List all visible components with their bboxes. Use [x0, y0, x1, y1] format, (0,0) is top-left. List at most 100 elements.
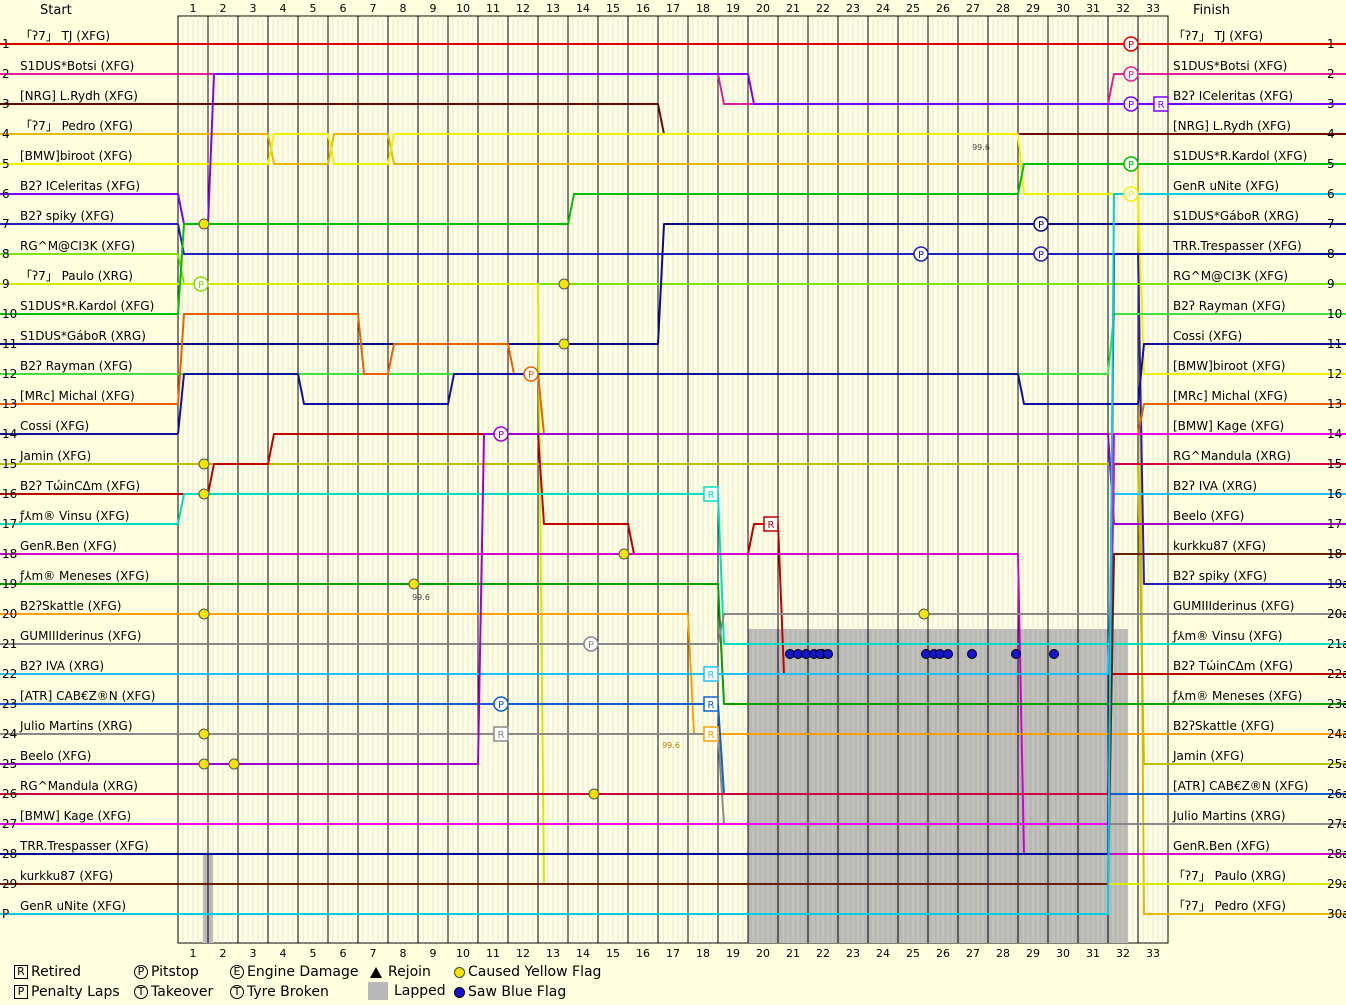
start-driver-label: [NRG] L.Rydh (XFG) [20, 89, 138, 103]
lap-label-bottom: 4 [280, 947, 287, 960]
yellow-flag-marker [228, 758, 240, 770]
lap-label-bottom: 20 [756, 947, 770, 960]
yellow-flag-marker [198, 608, 210, 620]
pitstop-marker [1123, 156, 1139, 172]
blue-flag-marker [1049, 649, 1059, 659]
legend-yellow: Caused Yellow Flag [454, 964, 601, 980]
finish-position-label: 10 [1327, 307, 1342, 321]
series-line [178, 433, 1168, 765]
finish-position-label: 27a [1327, 817, 1346, 831]
lap-label-bottom: 10 [456, 947, 470, 960]
series-line [177, 343, 1168, 435]
finish-driver-label: Julio Martins (XRG) [1172, 809, 1286, 823]
lap-label-bottom: 13 [546, 947, 560, 960]
annotation-label: 99.6 [412, 593, 430, 602]
finish-position-label: 14 [1327, 427, 1342, 441]
yellow-flag-marker [198, 218, 210, 230]
lap-label-bottom: 22 [816, 947, 830, 960]
start-driver-label: S1DUS*Botsi (XFG) [20, 59, 134, 73]
start-driver-label: 「ʔ7」 TJ (XFG) [20, 29, 110, 43]
start-position-label: 21 [2, 637, 17, 651]
lap-label-top: 20 [756, 2, 770, 15]
lap-label-bottom: 12 [516, 947, 530, 960]
start-driver-label: Beelo (XFG) [20, 749, 91, 763]
finish-driver-label: RG^Mandula (XRG) [1173, 449, 1291, 463]
lap-label-bottom: 7 [370, 947, 377, 960]
series-line [177, 73, 1168, 225]
finish-position-label: 11 [1327, 337, 1342, 351]
start-driver-label: Julio Martins (XRG) [19, 719, 133, 733]
start-position-label: 6 [2, 187, 10, 201]
series-line [178, 583, 1168, 705]
series-line [178, 223, 1168, 345]
finish-driver-label: TRR.Trespasser (XFG) [1172, 239, 1302, 253]
pitstop-marker [1123, 66, 1139, 82]
lap-label-top: 16 [636, 2, 650, 15]
blue-flag-marker [1011, 649, 1021, 659]
start-position-label: 11 [2, 337, 17, 351]
finish-driver-label: RG^M@CI3K (XFG) [1173, 269, 1288, 283]
start-header: Start [40, 3, 72, 18]
finish-position-label: 30a [1327, 907, 1346, 921]
legend-blue: Saw Blue Flag [454, 984, 566, 1000]
start-position-label: 19 [2, 577, 17, 591]
finish-driver-label: B2ʔ ICeleritas (XFG) [1173, 89, 1293, 103]
lap-label-bottom: 6 [340, 947, 347, 960]
lap-label-top: 33 [1146, 2, 1160, 15]
finish-position-label: 22a [1327, 667, 1346, 681]
lap-label-bottom: 18 [696, 947, 710, 960]
legend-takeover: T Takeover [134, 984, 213, 1000]
tyre-broken-icon: T [230, 985, 244, 999]
start-driver-label: [BMW]biroot (XFG) [20, 149, 132, 163]
finish-position-label: 2 [1327, 67, 1335, 81]
finish-driver-label: Cossi (XFG) [1173, 329, 1242, 343]
series-line [178, 613, 1168, 735]
retired-icon: R [14, 965, 28, 979]
start-driver-label: 「ʔ7」 Pedro (XFG) [20, 119, 133, 133]
lap-label-top: 3 [250, 2, 257, 15]
retired-marker [493, 726, 509, 742]
lap-label-top: 31 [1086, 2, 1100, 15]
lap-label-bottom: 24 [876, 947, 890, 960]
legend: R Retired P Penalty Laps P Pitstop T Tak… [14, 962, 654, 1004]
start-driver-label: kurkku87 (XFG) [20, 869, 113, 883]
pitstop-marker [1033, 246, 1049, 262]
lap-label-top: 32 [1116, 2, 1130, 15]
blue-flag-marker [823, 649, 833, 659]
lap-label-top: 8 [400, 2, 407, 15]
legend-penalty-label: Penalty Laps [31, 984, 120, 1000]
lap-label-bottom: 16 [636, 947, 650, 960]
start-position-label: 10 [2, 307, 17, 321]
start-position-label: 18 [2, 547, 17, 561]
retired-marker [703, 726, 719, 742]
start-driver-label: ƒ⅄m® Vinsu (XFG) [19, 509, 129, 523]
finish-driver-label: [NRG] L.Rydh (XFG) [1173, 119, 1291, 133]
lap-label-bottom: 8 [400, 947, 407, 960]
retired-marker-label: R [708, 730, 715, 741]
yellow-flag-marker [588, 788, 600, 800]
pitstop-marker [1123, 96, 1139, 112]
start-position-label: 9 [2, 277, 10, 291]
annotation-label: 99.6 [972, 143, 990, 152]
finish-driver-label: Beelo (XFG) [1173, 509, 1244, 523]
start-driver-label: TRR.Trespasser (XFG) [19, 839, 149, 853]
start-position-label: 13 [2, 397, 17, 411]
retired-marker [703, 486, 719, 502]
lap-label-top: 11 [486, 2, 500, 15]
legend-rejoin: Rejoin [370, 964, 431, 980]
lap-label-bottom: 31 [1086, 947, 1100, 960]
series-line [178, 493, 1168, 675]
start-driver-label: B2ʔ ICeleritas (XFG) [20, 179, 140, 193]
lap-label-bottom: 15 [606, 947, 620, 960]
lap-label-bottom: 5 [310, 947, 317, 960]
lap-label-bottom: 9 [430, 947, 437, 960]
finish-position-label: 6 [1327, 187, 1335, 201]
legend-retired: R Retired [14, 964, 81, 980]
start-position-label: 15 [2, 457, 17, 471]
lap-label-bottom: 26 [936, 947, 950, 960]
legend-pitstop: P Pitstop [134, 964, 199, 980]
legend-rejoin-label: Rejoin [388, 964, 431, 980]
lap-label-top: 19 [726, 2, 740, 15]
legend-tyre-label: Tyre Broken [247, 984, 329, 1000]
start-position-label: 7 [2, 217, 10, 231]
